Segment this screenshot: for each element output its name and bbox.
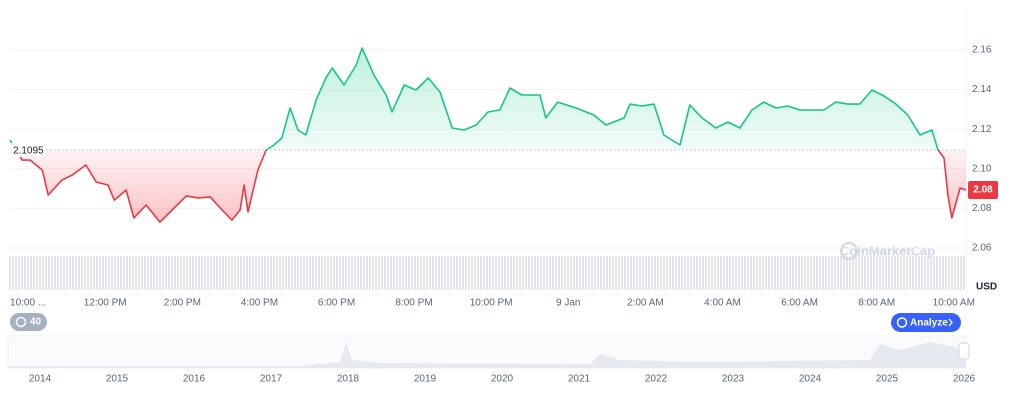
watermark-logo	[840, 242, 858, 260]
x-tick-label: 4:00 PM	[241, 298, 278, 309]
price-badge-text: 2.08	[973, 185, 993, 196]
currency-label: USD	[976, 282, 997, 293]
x-tick-label: 9 Jan	[556, 298, 580, 309]
navigator-year: 2014	[29, 374, 52, 385]
navigator-year: 2017	[260, 374, 283, 385]
navigator-year: 2023	[722, 374, 745, 385]
navigator-area	[8, 342, 966, 368]
x-tick-label: 10:00 ...	[10, 298, 46, 309]
watermark: CoinMarketCap	[840, 243, 935, 258]
range-badge-text: 40	[30, 317, 42, 328]
analyze-icon	[896, 317, 908, 328]
baseline-label: 2.1095	[13, 146, 44, 157]
price-line	[9, 47, 967, 223]
x-tick-label: 4:00 AM	[704, 298, 741, 309]
analyze-button[interactable]	[891, 313, 961, 332]
x-tick-label: 2:00 PM	[164, 298, 201, 309]
analyze-arrow	[948, 318, 953, 327]
analyze-text: Analyze	[910, 318, 948, 329]
x-tick-label: 6:00 AM	[781, 298, 818, 309]
baseline-label-bg	[10, 143, 46, 157]
y-tick-label: 2.08	[972, 203, 992, 214]
navigator-year: 2025	[876, 374, 899, 385]
navigator-year: 2016	[183, 374, 206, 385]
navigator-year: 2022	[645, 374, 668, 385]
range-icon	[15, 316, 27, 328]
y-tick-label: 2.12	[972, 124, 992, 135]
navigator-year: 2015	[106, 374, 129, 385]
x-tick-label: 6:00 PM	[318, 298, 355, 309]
navigator-year: 2024	[799, 374, 822, 385]
y-tick-label: 2.06	[972, 243, 992, 254]
x-tick-label: 2:00 AM	[627, 298, 664, 309]
price-badge	[968, 181, 998, 199]
y-tick-label: 2.14	[972, 84, 992, 95]
y-tick-label: 2.10	[972, 163, 992, 174]
volume-strip	[8, 256, 966, 290]
navigator-year: 2026	[953, 374, 976, 385]
x-tick-label: 10:00 AM	[933, 298, 975, 309]
range-badge[interactable]	[10, 313, 47, 331]
y-tick-label: 2.16	[972, 45, 992, 56]
navigator-year: 2021	[568, 374, 591, 385]
navigator-year: 2018	[337, 374, 360, 385]
x-tick-label: 8:00 PM	[395, 298, 432, 309]
x-tick-label: 10:00 PM	[470, 298, 513, 309]
navigator-year: 2019	[414, 374, 437, 385]
x-tick-label: 12:00 PM	[84, 298, 127, 309]
navigator-handle[interactable]	[958, 342, 970, 360]
navigator-year: 2020	[491, 374, 514, 385]
area-fill	[10, 48, 966, 223]
x-tick-label: 8:00 AM	[858, 298, 895, 309]
